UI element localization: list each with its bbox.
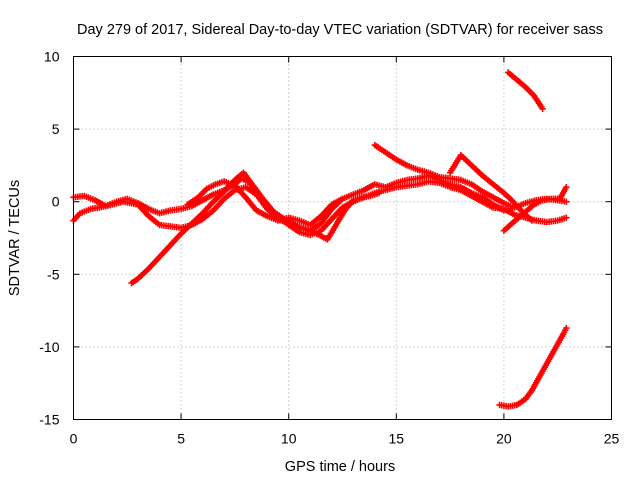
x-tick-label: 25 [604,431,620,447]
x-tick-label: 15 [389,431,405,447]
x-tick-label: 5 [177,431,185,447]
chart-title: Day 279 of 2017, Sidereal Day-to-day VTE… [77,22,603,38]
data-point [563,183,570,191]
x-axis-label: GPS time / hours [285,459,395,475]
y-tick-label: -10 [39,339,59,355]
ticks-layer: 0 5 10 15 20 25 -15 -10 -5 0 5 10 [39,49,619,447]
y-axis-label: SDTVAR / TECUs [7,180,23,296]
series-track-h [496,324,570,410]
data-point [375,189,383,197]
points-layer [70,69,570,410]
data-point [507,202,514,210]
plot-frame [73,56,612,420]
y-tick-label: 0 [52,194,60,210]
x-tick-label: 20 [496,431,512,447]
data-point [563,324,570,332]
series-track-i [500,183,570,234]
data-point [563,214,570,221]
x-tick-label: 0 [70,431,78,447]
data-point [539,105,546,112]
y-tick-label: -5 [47,266,60,282]
data-point [563,198,570,205]
series-track-g [505,69,546,112]
x-tick-label: 10 [281,431,297,447]
y-tick-label: 5 [52,121,60,137]
series-track-e [371,141,514,210]
y-tick-label: 10 [44,49,60,65]
series-track-c [128,169,383,287]
series-track-d [184,178,346,229]
y-tick-label: -15 [39,412,59,428]
data-point [528,217,536,224]
data-point [339,195,346,202]
